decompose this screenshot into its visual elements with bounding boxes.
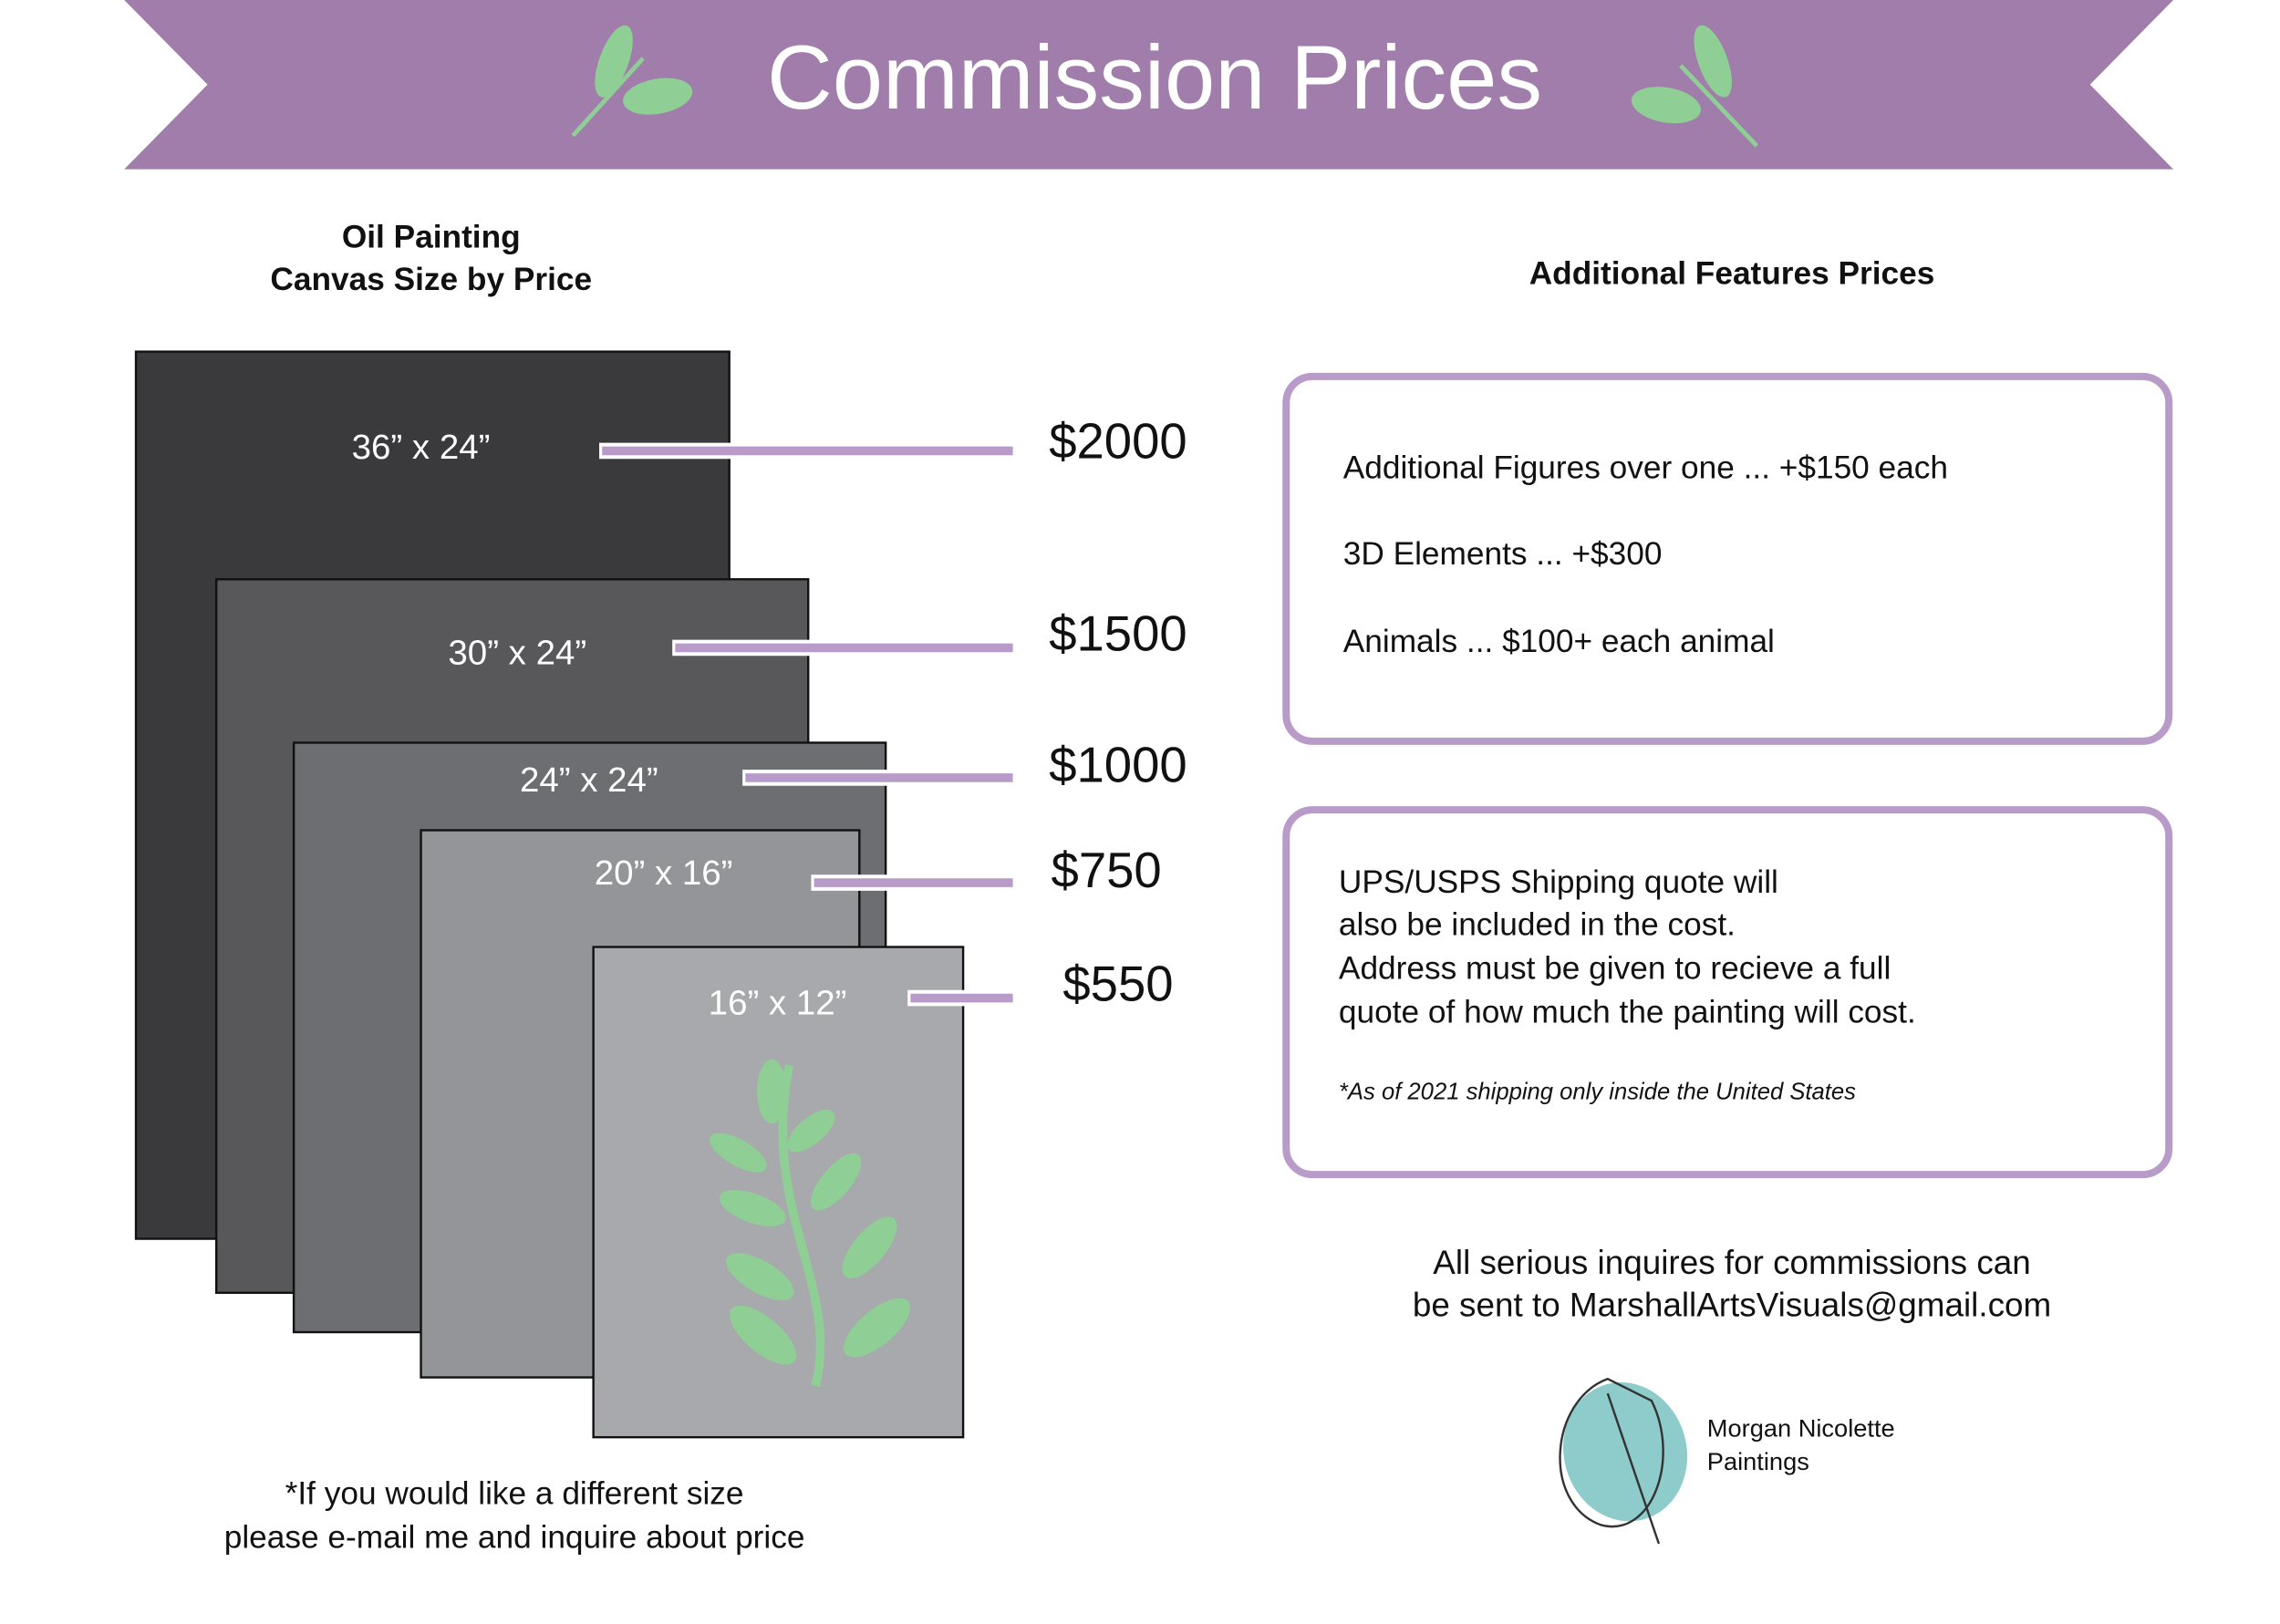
shipping-footnote: *As of 2021 shipping only inside the Uni… <box>1339 1079 1856 1104</box>
shipping-text: quote of how much the painting will cost… <box>1339 994 1916 1029</box>
banner-leaf <box>571 25 693 138</box>
price: $550 <box>1062 957 1173 1012</box>
brand-name: Paintings <box>1707 1447 1809 1475</box>
shipping-text: also be included in the cost. <box>1339 906 1736 942</box>
note: please e-mail me and inquire about price <box>224 1520 805 1556</box>
section-title: Canvas Size by Price <box>270 262 592 297</box>
canvas-size: 30” x 24” <box>448 634 586 673</box>
price-rows: 36” x 24” $2000 30” x 24” $1500 24” x 24” $10… <box>352 413 1187 1022</box>
shipping-box <box>1282 806 2173 1179</box>
banner <box>124 0 2174 170</box>
contact: be sent to MarshallArtsVisuals@gmail.com <box>1413 1287 2051 1324</box>
section-title: Additional Features Prices <box>1529 256 1935 292</box>
canvas-stack <box>134 350 965 1439</box>
price: $1500 <box>1049 606 1187 662</box>
canvas-size: 24” x 24” <box>520 760 658 800</box>
price: $2000 <box>1049 413 1187 469</box>
section-title: Oil Painting <box>342 220 521 255</box>
feature-item: 3D Elements ... +$300 <box>1343 536 1663 572</box>
feature-item: Animals ... $100+ each animal <box>1343 624 1775 659</box>
brand-name: Morgan Nicolette <box>1707 1413 1895 1442</box>
note: *If you would like a different size <box>285 1476 744 1512</box>
price: $1000 <box>1049 738 1187 793</box>
banner-leaf <box>1631 25 1759 148</box>
features-box <box>1282 372 2173 745</box>
feature-item: Additional Figures over one ... +$150 ea… <box>1343 450 1948 486</box>
shipping-text: UPS/USPS Shipping quote will <box>1339 864 1778 900</box>
leaf-illustration <box>709 1059 911 1388</box>
brand-logo <box>1559 1377 1688 1545</box>
title: Commission Prices <box>767 27 1542 129</box>
canvas-size: 20” x 16” <box>595 853 733 893</box>
canvas-size: 36” x 24” <box>352 428 491 467</box>
price: $750 <box>1052 843 1162 898</box>
contact: All serious inquires for commissions can <box>1433 1244 2030 1281</box>
canvas-size: 16” x 12” <box>709 984 847 1023</box>
shipping-text: Address must be given to recieve a full <box>1339 950 1891 986</box>
